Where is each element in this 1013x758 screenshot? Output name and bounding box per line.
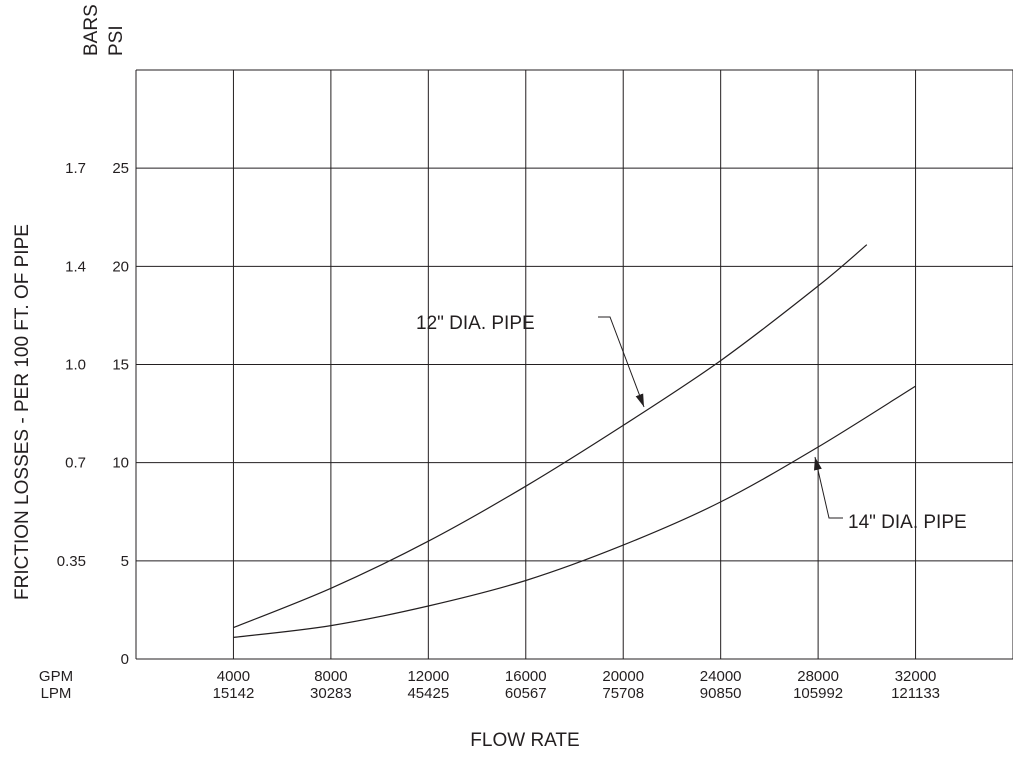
series-label-12in: 12" DIA. PIPE xyxy=(416,313,535,334)
x-tick-gpm: 4000 xyxy=(217,668,250,685)
x-tick-lpm: 45425 xyxy=(407,685,449,702)
x-tick-gpm: 24000 xyxy=(700,668,742,685)
y-tick-psi: 25 xyxy=(112,160,129,177)
y-tick-psi: 20 xyxy=(112,258,129,275)
x-tick-gpm: 32000 xyxy=(895,668,937,685)
series-leader-12in xyxy=(598,316,645,408)
x-tick-gpm: 16000 xyxy=(505,668,547,685)
series-leader-14in xyxy=(814,456,843,519)
y-tick-bars: 1.7 xyxy=(65,160,86,177)
y-unit-bars: BARS xyxy=(81,4,102,56)
x-tick-gpm: 28000 xyxy=(797,668,839,685)
series-line-14in xyxy=(233,385,916,638)
x-tick-lpm: 15142 xyxy=(213,685,255,702)
x-tick-lpm: 90850 xyxy=(700,685,742,702)
x-tick-lpm: 121133 xyxy=(891,685,940,702)
y-tick-psi: 15 xyxy=(112,357,129,374)
y-tick-bars: 0.7 xyxy=(65,455,86,472)
chart-grid xyxy=(135,69,1013,660)
y-tick-labels: 0 5 0.35 10 0.7 15 1.0 20 1.4 25 1.7 xyxy=(57,160,129,668)
x-axis-title: FLOW RATE xyxy=(470,730,579,751)
x-tick-gpm: 8000 xyxy=(314,668,347,685)
x-tick-lpm: 30283 xyxy=(310,685,352,702)
y-tick-psi: 0 xyxy=(121,651,129,668)
series-line-12in xyxy=(233,244,868,629)
x-unit-gpm: GPM xyxy=(39,668,73,685)
y-tick-psi: 10 xyxy=(112,455,129,472)
x-tick-lpm: 105992 xyxy=(793,685,843,702)
y-unit-psi: PSI xyxy=(106,25,127,56)
y-tick-bars: 0.35 xyxy=(57,553,86,570)
series-label-14in: 14" DIA. PIPE xyxy=(848,512,967,533)
x-tick-gpm: 20000 xyxy=(602,668,644,685)
y-tick-bars: 1.4 xyxy=(65,258,86,275)
x-tick-lpm: 75708 xyxy=(602,685,644,702)
y-tick-psi: 5 xyxy=(121,553,129,570)
x-unit-lpm: LPM xyxy=(41,685,72,702)
y-tick-bars: 1.0 xyxy=(65,357,86,374)
x-tick-lpm: 60567 xyxy=(505,685,547,702)
y-axis-title: FRICTION LOSSES - PER 100 FT. OF PIPE xyxy=(12,224,33,600)
chart-curves xyxy=(233,244,916,638)
x-tick-gpm: 12000 xyxy=(407,668,449,685)
